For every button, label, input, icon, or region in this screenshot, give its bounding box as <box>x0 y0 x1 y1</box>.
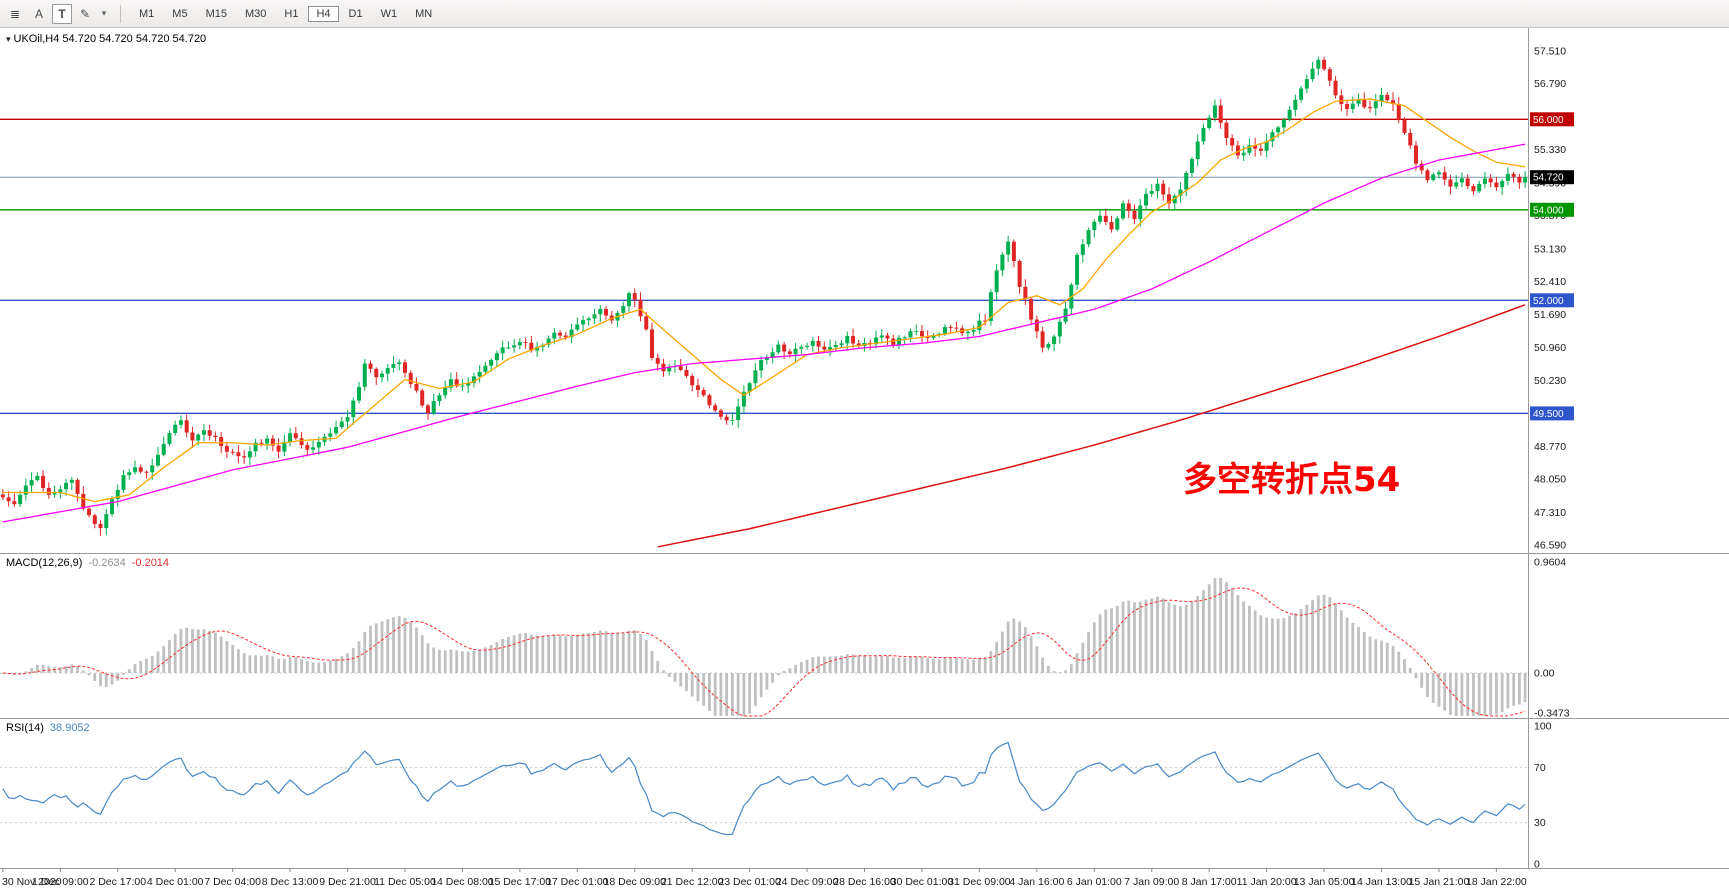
time-axis-label: 18 Dec 09:00 <box>604 876 667 888</box>
macd-axis-label: 0.00 <box>1534 668 1555 680</box>
toolbar: ≣ A T ✎ ▾ M1 M5 M15 M30 H1 H4 D1 W1 MN <box>0 0 1729 28</box>
price-axis-label: 53.130 <box>1534 244 1566 256</box>
time-axis-label: 28 Dec 16:00 <box>833 876 896 888</box>
macd-main-value: -0.2634 <box>88 557 126 569</box>
price-badge-text: 54.000 <box>1533 205 1564 216</box>
price-axis-label: 57.510 <box>1534 46 1566 58</box>
time-axis-label: 11 Jan 20:00 <box>1237 876 1297 888</box>
price-axis-label: 50.230 <box>1534 375 1566 387</box>
timeframe-M1[interactable]: M1 <box>139 7 155 20</box>
price-axis-label: 50.960 <box>1534 342 1566 354</box>
chart-window[interactable]: 57.51056.79056.06055.33054.59053.87053.1… <box>0 28 1729 894</box>
time-axis-label: 8 Jan 17:00 <box>1182 876 1237 888</box>
price-axis-label: 52.410 <box>1534 276 1566 288</box>
price-axis-label: 48.770 <box>1534 441 1566 453</box>
dropdown-arrow-icon[interactable]: ▾ <box>101 8 107 18</box>
time-axis-label: 30 Nov 2020 <box>2 876 62 888</box>
timeframe-M5[interactable]: M5 <box>172 7 188 20</box>
text-label-tool-icon[interactable]: T <box>52 3 72 24</box>
macd-name: MACD(12,26,9) <box>6 557 83 569</box>
time-axis-label: 7 Jan 09:00 <box>1124 876 1179 888</box>
timeframe-H1[interactable]: H1 <box>284 7 299 20</box>
timeframe-H4[interactable]: H4 <box>308 5 339 22</box>
time-axis-label: 30 Dec 01:00 <box>891 876 954 888</box>
rsi-indicator-label: RSI(14) 38.9052 <box>6 722 90 734</box>
horizontal-level-lines <box>0 118 1528 415</box>
time-axis-label: 15 Jan 21:00 <box>1409 876 1470 888</box>
time-axis-label: 14 Jan 13:00 <box>1351 876 1412 888</box>
macd-axis-label: 0.9604 <box>1534 557 1566 569</box>
price-axis-label: 48.050 <box>1534 473 1566 485</box>
macd-signal-value: -0.2014 <box>131 557 170 569</box>
time-axis-label: 23 Dec 01:00 <box>718 876 781 888</box>
price-badge-text: 54.720 <box>1533 173 1564 184</box>
rsi-axis-label: 30 <box>1534 817 1546 829</box>
timeframe-buttons-group: M1 M5 M15 M30 H1 H4 D1 W1 MN <box>131 5 440 22</box>
rsi-axis-label: 100 <box>1534 721 1552 733</box>
time-axis-label: 2 Dec 17:00 <box>89 876 146 888</box>
timeframe-W1[interactable]: W1 <box>380 7 398 20</box>
macd-indicator-label: MACD(12,26,9) -0.2634 -0.2014 <box>6 557 169 569</box>
symbol-marker-icon: ▾ <box>6 34 11 44</box>
font-tool-icon[interactable]: A <box>34 6 43 21</box>
price-axis-label: 56.790 <box>1534 78 1566 90</box>
rsi-name: RSI(14) <box>6 722 44 734</box>
price-badge-54.000 <box>1530 202 1574 217</box>
price-axis-label: 46.590 <box>1534 540 1566 552</box>
chart-title: ▾ UKOil,H4 54.720 54.720 54.720 54.720 <box>6 33 206 45</box>
price-axis-label: 51.690 <box>1534 309 1566 321</box>
time-axis-label: 4 Dec 01:00 <box>147 876 204 888</box>
time-axis-label: 9 Dec 21:00 <box>319 876 376 888</box>
price-badge-56.000 <box>1530 112 1574 127</box>
drawing-tools-group: ≣ A T ✎ ▾ <box>4 3 110 24</box>
chart-list-icon[interactable]: ≣ <box>9 6 21 21</box>
rsi-axis-label: 70 <box>1534 762 1546 774</box>
timeframe-MN[interactable]: MN <box>415 7 433 20</box>
chart-annotation-text: 多空转折点54 <box>1183 460 1401 500</box>
rsi-value: 38.9052 <box>49 722 90 734</box>
time-axis-label: 8 Dec 13:00 <box>262 876 319 888</box>
rsi-line <box>2 741 1526 836</box>
price-badge-text: 52.000 <box>1533 296 1564 307</box>
toolbar-separator <box>120 4 121 23</box>
ma-slow-line <box>657 304 1526 548</box>
price-badge-52.000 <box>1530 293 1574 308</box>
price-badge-54.720 <box>1530 170 1574 185</box>
time-axis-label: 1 Dec 09:00 <box>32 876 89 888</box>
time-axis-label: 21 Dec 12:00 <box>661 876 724 888</box>
macd-histogram <box>1 578 1527 716</box>
time-axis-label: 18 Jan 22:00 <box>1466 876 1527 888</box>
time-axis-label: 14 Dec 08:00 <box>431 876 494 888</box>
time-axis-label: 15 Dec 17:00 <box>489 876 552 888</box>
time-axis-label: 13 Jan 05:00 <box>1294 876 1355 888</box>
time-axis-label: 31 Dec 09:00 <box>948 876 1011 888</box>
draw-color-tool-icon[interactable]: ✎ <box>79 6 91 21</box>
ma-fast-line <box>2 98 1526 503</box>
timeframe-M30[interactable]: M30 <box>244 7 267 20</box>
macd-axis-label: -0.3473 <box>1534 708 1570 720</box>
time-axis-label: 6 Jan 01:00 <box>1067 876 1122 888</box>
timeframe-M15[interactable]: M15 <box>205 7 227 20</box>
price-badge-49.500 <box>1530 406 1574 421</box>
chart-title-text: UKOil,H4 54.720 54.720 54.720 54.720 <box>13 33 207 45</box>
price-badges: 56.000 54.000 52.000 49.500 54.720 <box>1530 112 1574 421</box>
rsi-axis-label: 0 <box>1534 859 1540 871</box>
price-chart-canvas[interactable]: 57.51056.79056.06055.33054.59053.87053.1… <box>0 28 1729 894</box>
time-axis-label: 17 Dec 01:00 <box>546 876 609 888</box>
time-axis-label: 7 Dec 04:00 <box>204 876 261 888</box>
time-axis-label: 24 Dec 09:00 <box>776 876 839 888</box>
price-badge-text: 49.500 <box>1533 409 1564 420</box>
macd-signal-line <box>2 587 1526 717</box>
time-axis-label: 4 Jan 16:00 <box>1009 876 1064 888</box>
price-axis-label: 47.310 <box>1534 507 1566 519</box>
price-badge-text: 56.000 <box>1533 115 1564 126</box>
time-axis-label: 11 Dec 05:00 <box>374 876 436 888</box>
timeframe-D1[interactable]: D1 <box>348 7 363 20</box>
ma-mid-line <box>2 143 1526 523</box>
price-axis-label: 55.330 <box>1534 144 1566 156</box>
price-axis: 57.51056.79056.06055.33054.59053.87053.1… <box>1534 46 1570 871</box>
